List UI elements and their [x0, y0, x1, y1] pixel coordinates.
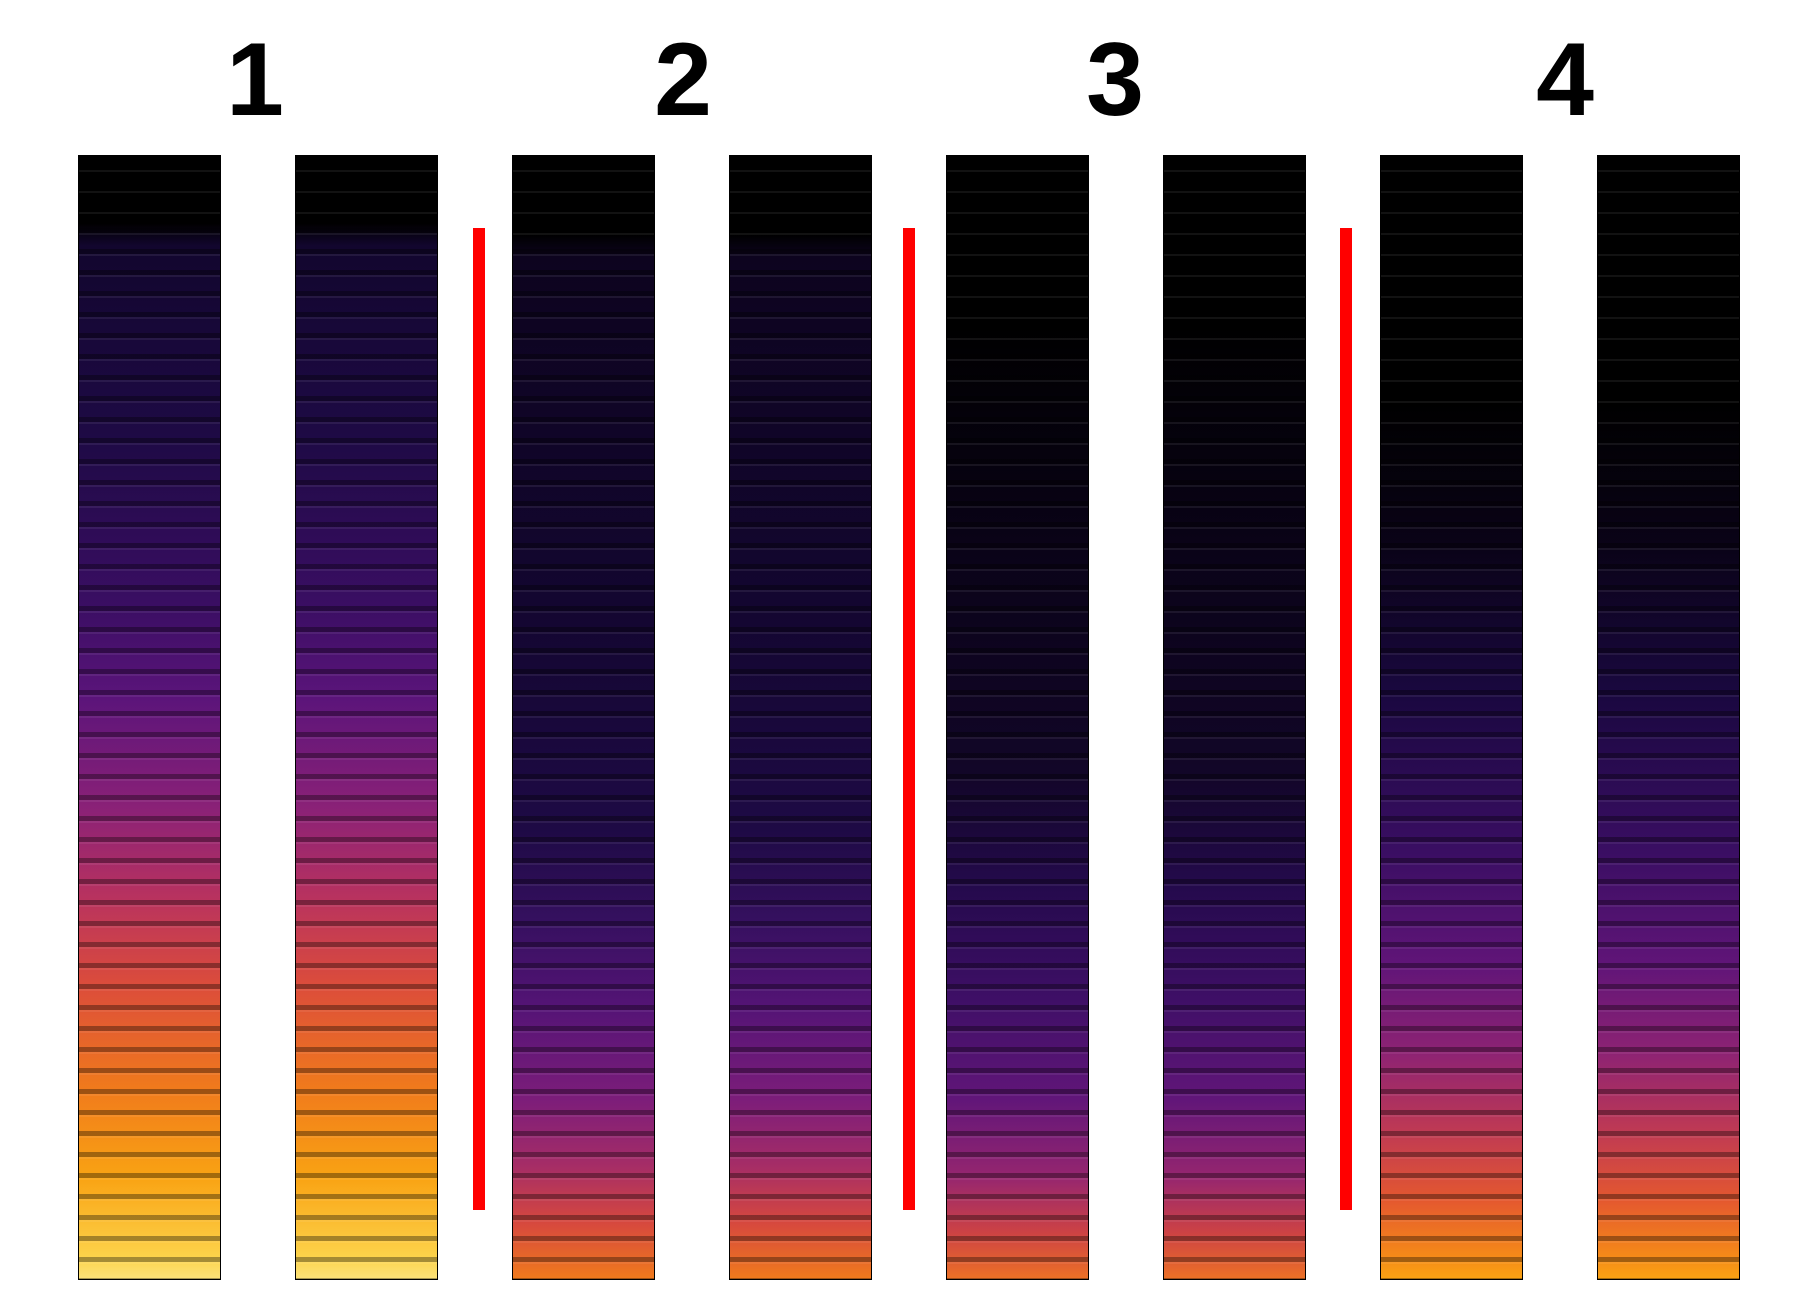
separator	[903, 228, 915, 1210]
spectrogram	[1380, 155, 1523, 1280]
spectrogram	[729, 155, 872, 1280]
spectrogram	[295, 155, 438, 1280]
separator	[1340, 228, 1352, 1210]
group-label: 1	[226, 22, 284, 138]
spectrogram	[1163, 155, 1306, 1280]
group-label: 2	[654, 22, 712, 138]
group-label: 4	[1536, 22, 1594, 138]
separator	[473, 228, 485, 1210]
spectrogram	[946, 155, 1089, 1280]
spectrogram	[1597, 155, 1740, 1280]
spectrogram	[512, 155, 655, 1280]
group-label: 3	[1086, 22, 1144, 138]
spectrogram	[78, 155, 221, 1280]
